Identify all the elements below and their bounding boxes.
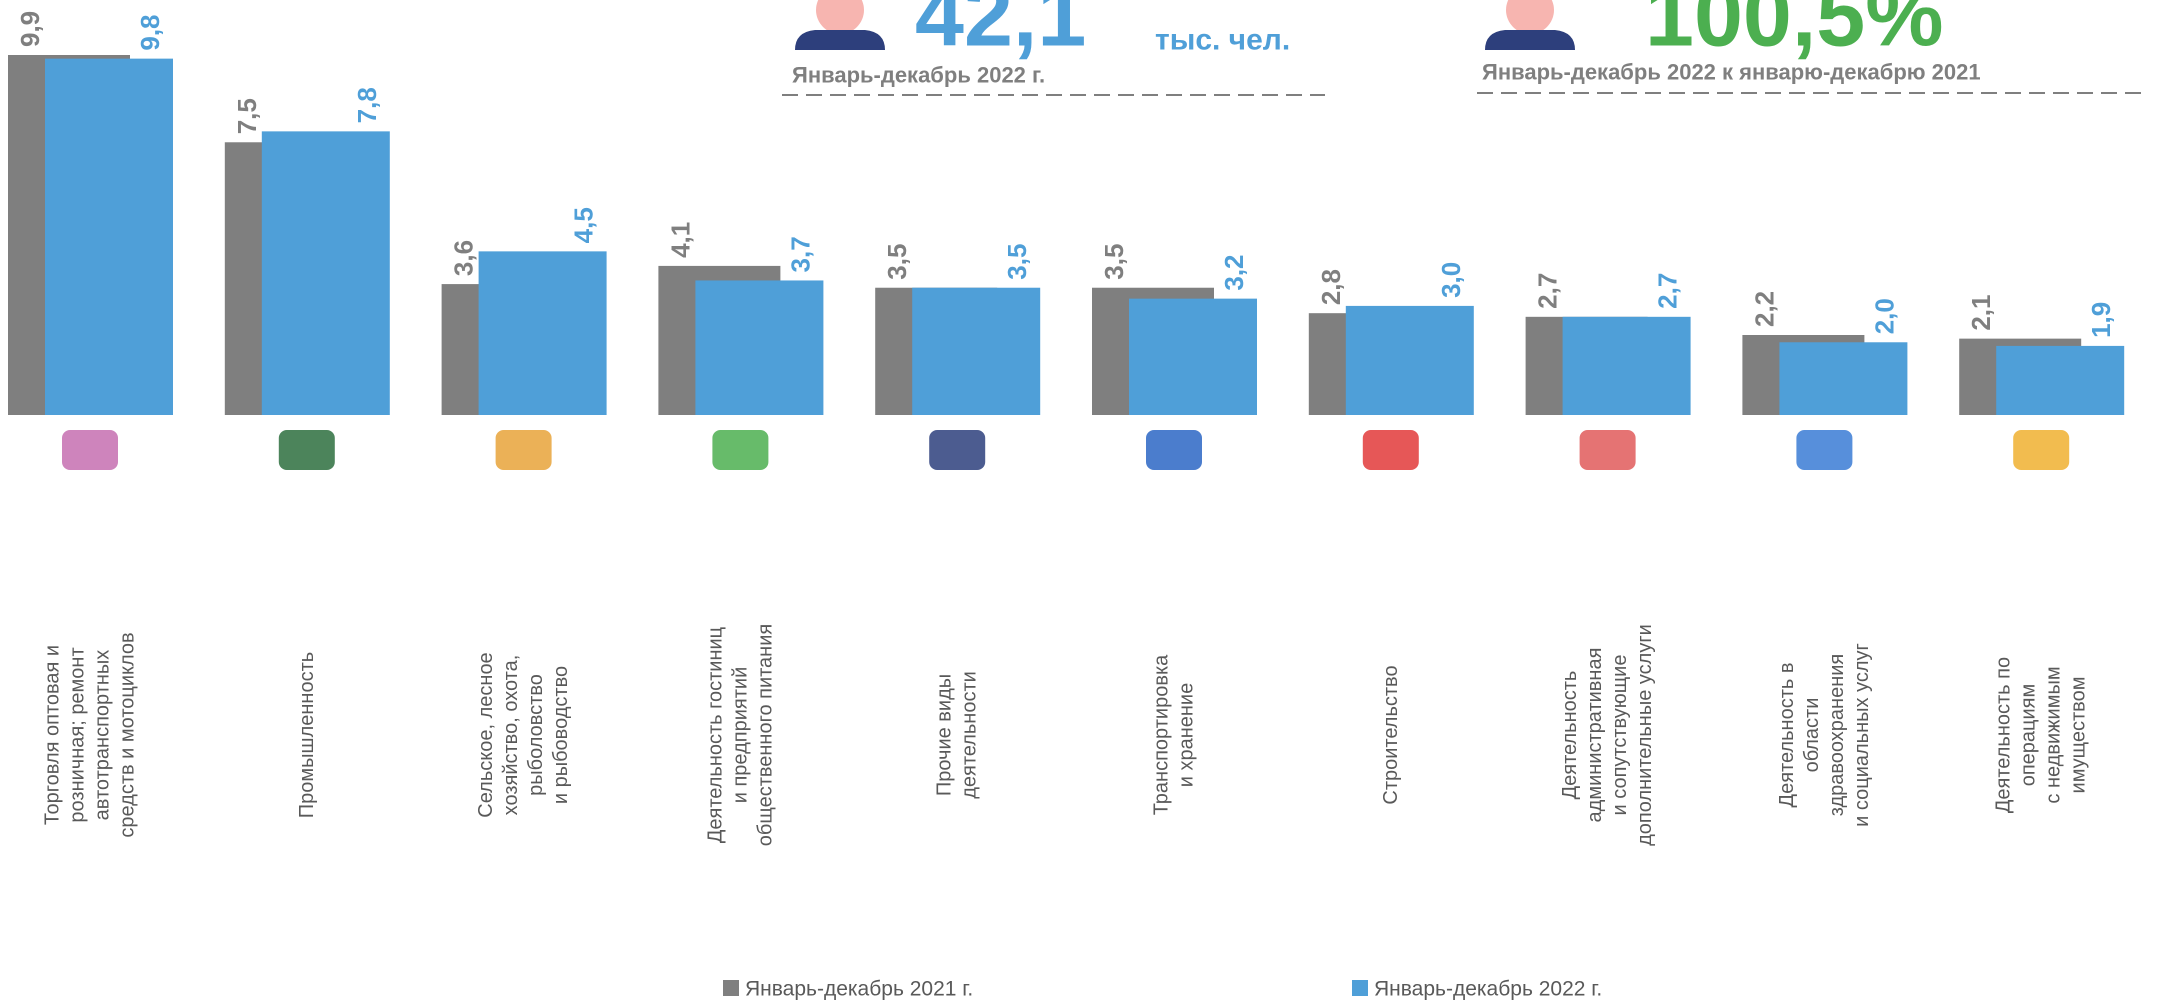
category-label: Деятельность по: [1993, 657, 2015, 813]
category-label: хозяйство, охота,: [500, 655, 522, 816]
category-label: области: [1801, 698, 1823, 773]
kpi-2: 100,5% Январь-декабрь 2022 к январю-дека…: [1477, 0, 2145, 93]
category-label: дополнительные услуги: [1634, 624, 1656, 846]
category-label: административная: [1584, 648, 1606, 823]
category-label: здравоохранения: [1826, 654, 1848, 817]
value-label: 9,8: [135, 14, 165, 50]
category-label: и социальных услуг: [1851, 643, 1873, 827]
category-icon: [496, 430, 552, 470]
value-label: 2,0: [1869, 298, 1899, 334]
person-icon: [1506, 0, 1554, 34]
value-label: 9,9: [15, 11, 45, 47]
person-icon: [1485, 30, 1575, 50]
category-icon: [1580, 430, 1636, 470]
category-label: и сопутствующие: [1609, 655, 1631, 816]
bar: [262, 131, 390, 415]
category-label: общественного питания: [754, 624, 776, 846]
chart: 42,1 тыс. чел. Январь-декабрь 2022 г. 10…: [0, 0, 2168, 1004]
category-icon: [1363, 430, 1419, 470]
category-icon: [62, 430, 118, 470]
value-label: 3,5: [1099, 244, 1129, 280]
category-label: Транспортировка: [1151, 654, 1173, 815]
person-icon: [816, 0, 864, 34]
value-label: 2,7: [1653, 273, 1683, 309]
value-label: 2,7: [1533, 273, 1563, 309]
category-label: автотранспортных: [92, 650, 114, 821]
value-label: 2,2: [1749, 291, 1779, 327]
value-label: 2,1: [1966, 294, 1996, 330]
category-label: и предприятий: [729, 667, 751, 804]
value-label: 4,1: [665, 222, 695, 258]
category-label: Торговля оптовая и: [42, 645, 64, 825]
category-icon: [712, 430, 768, 470]
category-label: Прочие виды: [934, 674, 956, 796]
bar: [1346, 306, 1474, 415]
category-label: рыболовство: [525, 674, 547, 796]
legend-swatch: [723, 980, 739, 996]
value-label: 2,8: [1316, 269, 1346, 305]
category-label: Промышленность: [296, 652, 318, 818]
category-label: розничная; ремонт: [67, 647, 89, 822]
category-label: и рыбоводство: [550, 666, 572, 804]
kpi-1: 42,1 тыс. чел. Январь-декабрь 2022 г.: [782, 0, 1325, 95]
kpi-caption: Январь-декабрь 2022 г.: [792, 63, 1045, 88]
category-label: Деятельность в: [1776, 663, 1798, 808]
bar: [1996, 346, 2124, 415]
category-label: операциям: [2018, 684, 2040, 787]
value-label: 3,5: [1002, 244, 1032, 280]
legend-label: Январь-декабрь 2022 г.: [1374, 978, 1602, 1001]
kpi-caption: Январь-декабрь 2022 к январю-декабрю 202…: [1482, 60, 1981, 85]
bar: [1779, 342, 1907, 415]
legend-label: Январь-декабрь 2021 г.: [745, 978, 973, 1001]
bar: [695, 280, 823, 415]
category-label: Сельское, лесное: [475, 652, 497, 817]
value-label: 1,9: [2086, 302, 2116, 338]
category-icon: [279, 430, 335, 470]
value-label: 3,2: [1219, 254, 1249, 290]
category-icon: [1796, 430, 1852, 470]
bar: [1563, 317, 1691, 415]
value-label: 3,7: [785, 236, 815, 272]
kpi-unit: тыс. чел.: [1155, 24, 1290, 57]
bar: [1129, 299, 1257, 415]
category-label: и хранение: [1176, 683, 1198, 787]
category-icon: [1146, 430, 1202, 470]
value-label: 4,5: [569, 207, 599, 243]
bar: [45, 59, 173, 415]
value-label: 7,5: [232, 98, 262, 134]
kpi-value: 100,5%: [1645, 0, 1943, 65]
category-label: с недвижимым: [2043, 666, 2065, 803]
category-icon: [2013, 430, 2069, 470]
category-label: Деятельность гостиниц: [704, 627, 726, 843]
person-icon: [795, 30, 885, 50]
value-label: 7,8: [352, 87, 382, 123]
value-label: 3,0: [1436, 262, 1466, 298]
value-label: 3,6: [449, 240, 479, 276]
legend-swatch: [1352, 980, 1368, 996]
bar: [912, 288, 1040, 415]
category-icon: [929, 430, 985, 470]
category-label: деятельности: [959, 671, 981, 799]
bar: [479, 251, 607, 415]
category-label: средств и мотоциклов: [117, 632, 139, 837]
kpi-value: 42,1: [915, 0, 1086, 65]
category-label: Деятельность: [1559, 671, 1581, 800]
category-label: Строительство: [1380, 665, 1402, 804]
category-label: имуществом: [2068, 677, 2090, 794]
value-label: 3,5: [882, 244, 912, 280]
